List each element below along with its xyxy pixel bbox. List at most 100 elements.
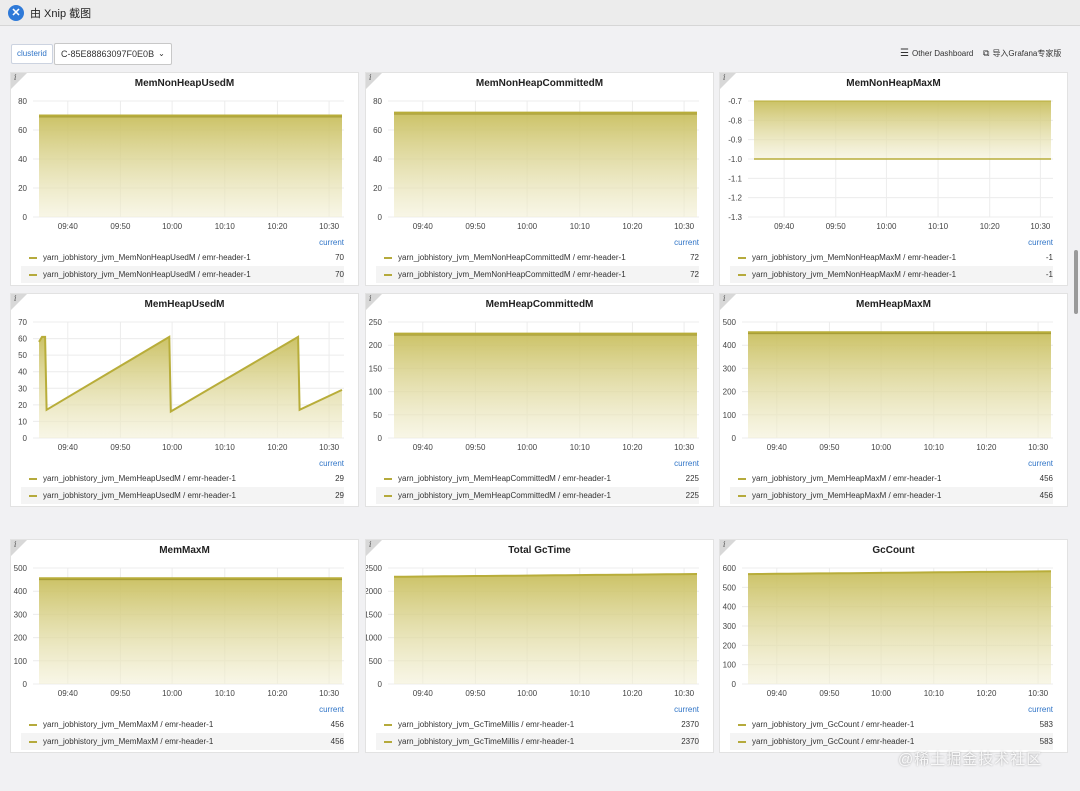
x-tick-label: 09:40: [413, 443, 434, 452]
legend-current-value: -1: [1045, 270, 1053, 279]
scrollbar-thumb[interactable]: [1074, 250, 1078, 314]
panel-memnonheapmaxm[interactable]: i MemNonHeapMaxM -1.3 -1.2 -1.1 -1.0 -0.9 -0.8-…: [719, 72, 1068, 286]
panel-title[interactable]: MemNonHeapUsedM: [134, 78, 235, 89]
legend-row[interactable]: yarn_jobhistory_jvm_MemNonHeapUsedM / em…: [21, 266, 344, 283]
legend-row[interactable]: yarn_jobhistory_jvm_MemHeapUsedM / emr-h…: [21, 470, 344, 487]
panel-title[interactable]: Total GcTime: [508, 545, 571, 556]
panel-memheapcommittedm[interactable]: i MemHeapCommittedM 0 50 100 150 200 250 09:40 09…: [365, 293, 714, 507]
list-icon: ☰: [900, 48, 909, 59]
panel-title[interactable]: MemNonHeapMaxM: [846, 78, 941, 89]
chart-plot[interactable]: 0 20 40 60 80 09:40 09:50 10:00 10:10 10:20 10:30: [366, 91, 713, 233]
x-tick-label: 09:40: [58, 222, 79, 231]
legend-row[interactable]: yarn_jobhistory_jvm_MemMaxM / emr-header…: [21, 716, 344, 733]
legend-row[interactable]: yarn_jobhistory_jvm_GcTimeMillis / emr-h…: [376, 733, 699, 750]
legend-current-header[interactable]: current: [1028, 705, 1053, 714]
chart-plot[interactable]: 0 10 20 30 40 50 60 70 09:40 09:50 10:00 10:10 10:20…: [11, 312, 358, 454]
watermark: @稀土掘金技术社区: [898, 751, 1043, 768]
import-grafana-link[interactable]: ⧉ 导入Grafana专家版: [983, 48, 1061, 59]
series-area: [394, 333, 697, 438]
panel-memheapusedm[interactable]: i MemHeapUsedM 0 10 20 30 40 50 60 70 09:40 09:50 10…: [10, 293, 359, 507]
legend-current-header[interactable]: current: [674, 238, 699, 247]
y-tick-label: 500: [14, 564, 28, 573]
panel-info-corner[interactable]: [720, 540, 736, 556]
legend-row[interactable]: yarn_jobhistory_jvm_GcCount / emr-header…: [730, 716, 1053, 733]
panel-memnonheapusedm[interactable]: i MemNonHeapUsedM 0 20 40 60 80 09:40 09:50 10:00…: [10, 72, 359, 286]
legend-row[interactable]: yarn_jobhistory_jvm_GcCount / emr-header…: [730, 733, 1053, 750]
chart-plot[interactable]: 0 100 200 300 400 500 09:40 09:50 10:00 10:10 10:2…: [11, 558, 358, 700]
legend-row[interactable]: yarn_jobhistory_jvm_MemHeapUsedM / emr-h…: [21, 487, 344, 504]
y-tick-label: 100: [14, 657, 28, 666]
panel-memnonheapcommittedm[interactable]: i MemNonHeapCommittedM 0 20 40 60 80 09:40 09:50…: [365, 72, 714, 286]
panel-title[interactable]: MemHeapUsedM: [144, 299, 225, 310]
series-area: [754, 101, 1051, 159]
info-icon[interactable]: i: [723, 294, 726, 303]
panel-info-corner[interactable]: [366, 73, 382, 89]
panel-title[interactable]: MemMaxM: [159, 545, 210, 556]
legend-row[interactable]: yarn_jobhistory_jvm_MemHeapCommittedM / …: [376, 487, 699, 504]
legend-row[interactable]: yarn_jobhistory_jvm_MemNonHeapMaxM / emr…: [730, 266, 1053, 283]
legend-row[interactable]: yarn_jobhistory_jvm_MemHeapMaxM / emr-he…: [730, 470, 1053, 487]
info-icon[interactable]: i: [723, 540, 726, 549]
chart-plot[interactable]: -1.3 -1.2 -1.1 -1.0 -0.9 -0.8 -0.7 09:40 09:50 10…: [720, 91, 1067, 233]
y-tick-label: 200: [369, 341, 383, 350]
panel-memmaxm[interactable]: i MemMaxM 0 100 200 300 400 500 09:40 09:50 10:00 1…: [10, 539, 359, 753]
legend-current-header[interactable]: current: [319, 459, 344, 468]
chart-plot[interactable]: 0 500 1000 1500 2000 2500 09:40 09:50 10:00 10:10…: [366, 558, 713, 700]
legend-row[interactable]: yarn_jobhistory_jvm_MemHeapCommittedM / …: [376, 470, 699, 487]
x-tick-label: 10:30: [674, 443, 695, 452]
other-dashboard-link[interactable]: ☰ Other Dashboard: [900, 48, 973, 59]
x-tick-label: 10:00: [162, 443, 183, 452]
legend-swatch: [738, 273, 746, 276]
panel-memheapmaxm[interactable]: i MemHeapMaxM 0 100 200 300 400 500 09:40 09:50 10…: [719, 293, 1068, 507]
legend-current-value: 583: [1039, 737, 1053, 746]
info-icon[interactable]: i: [723, 73, 726, 82]
panel-info-corner[interactable]: [366, 294, 382, 310]
info-icon[interactable]: i: [369, 294, 372, 303]
legend-row[interactable]: yarn_jobhistory_jvm_GcTimeMillis / emr-h…: [376, 716, 699, 733]
y-tick-label: 0: [23, 213, 28, 222]
legend-row[interactable]: yarn_jobhistory_jvm_MemNonHeapCommittedM…: [376, 249, 699, 266]
panel-info-corner[interactable]: [720, 294, 736, 310]
info-icon[interactable]: i: [14, 540, 17, 549]
legend-current-header[interactable]: current: [674, 705, 699, 714]
panel-title[interactable]: MemHeapCommittedM: [485, 299, 594, 310]
panel-title[interactable]: MemNonHeapCommittedM: [475, 78, 604, 89]
legend-row[interactable]: yarn_jobhistory_jvm_MemNonHeapCommittedM…: [376, 266, 699, 283]
panel-info-corner[interactable]: [366, 540, 382, 556]
panel-info-corner[interactable]: [11, 294, 27, 310]
legend-current-header[interactable]: current: [319, 238, 344, 247]
info-icon[interactable]: i: [14, 73, 17, 82]
legend-row[interactable]: yarn_jobhistory_jvm_MemNonHeapUsedM / em…: [21, 249, 344, 266]
legend-series-name: yarn_jobhistory_jvm_MemHeapUsedM / emr-h…: [43, 474, 236, 483]
legend-current-header[interactable]: current: [674, 459, 699, 468]
legend-current-header[interactable]: current: [319, 705, 344, 714]
chart-plot[interactable]: 0 50 100 150 200 250 09:40 09:50 10:00 10:10 10:20…: [366, 312, 713, 454]
legend-row[interactable]: yarn_jobhistory_jvm_MemMaxM / emr-header…: [21, 733, 344, 750]
chart-plot[interactable]: 0 20 40 60 80 09:40 09:50 10:00 10:10 10:20 10:30: [11, 91, 358, 233]
panel-info-corner[interactable]: [720, 73, 736, 89]
legend-row[interactable]: yarn_jobhistory_jvm_MemNonHeapMaxM / emr…: [730, 249, 1053, 266]
clusterid-select[interactable]: C-85E88863097F0E0B ⌄: [54, 43, 172, 65]
info-icon[interactable]: i: [369, 540, 372, 549]
legend-current-value: -1: [1045, 253, 1053, 262]
panel-title[interactable]: GcCount: [872, 545, 915, 556]
y-tick-label: 300: [14, 610, 28, 619]
chart-plot[interactable]: 0 100 200 300 400 500 09:40 09:50 10:00 10:10 10:2…: [720, 312, 1067, 454]
x-tick-label: 10:20: [976, 443, 997, 452]
info-icon[interactable]: i: [369, 73, 372, 82]
panel-info-corner[interactable]: [11, 73, 27, 89]
panel-gccount[interactable]: i GcCount 0 100 200 300 400 500 600 09:40 09:50 10:…: [719, 539, 1068, 753]
panel-info-corner[interactable]: [11, 540, 27, 556]
series-area: [394, 112, 697, 217]
x-tick-label: 10:00: [517, 689, 538, 698]
y-tick-label: 0: [378, 213, 383, 222]
panel-total-gctime[interactable]: i Total GcTime 0 500 1000 1500 2000 2500 09:40 09…: [365, 539, 714, 753]
x-tick-label: 10:10: [570, 222, 591, 231]
panel-title[interactable]: MemHeapMaxM: [855, 299, 932, 310]
info-icon[interactable]: i: [14, 294, 17, 303]
legend-current-header[interactable]: current: [1028, 459, 1053, 468]
legend-current-header[interactable]: current: [1028, 238, 1053, 247]
chart-plot[interactable]: 0 100 200 300 400 500 600 09:40 09:50 10:00 10:10 1…: [720, 558, 1067, 700]
legend-row[interactable]: yarn_jobhistory_jvm_MemHeapMaxM / emr-he…: [730, 487, 1053, 504]
external-link-icon: ⧉: [983, 48, 990, 58]
